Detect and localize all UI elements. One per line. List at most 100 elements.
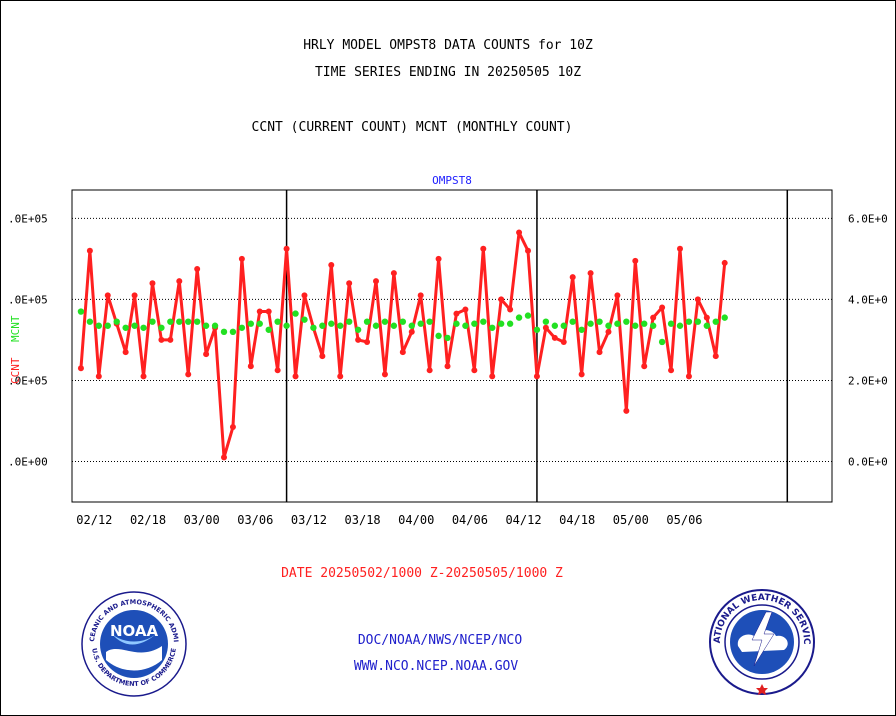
data-point-ccnt-40 [435, 255, 442, 262]
website-link[interactable]: WWW.NCO.NCEP.NOAA.GOV [353, 659, 519, 674]
org-path-label: DOC/NOAA/NWS/NCEP/NCO [357, 633, 523, 648]
data-point-ccnt-5 [122, 349, 129, 356]
data-point-mcnt-43 [462, 322, 469, 329]
data-point-mcnt-41 [444, 334, 451, 342]
data-point-mcnt-55 [569, 318, 576, 325]
data-point-mcnt-37 [408, 322, 415, 329]
data-point-mcnt-10 [167, 318, 174, 325]
data-point-mcnt-16 [220, 328, 228, 336]
noaa-logo-text: NOAA [110, 622, 159, 640]
series-line-ccnt [79, 231, 727, 459]
x-tick-label-6: 04/00 [398, 513, 434, 527]
left-tick-label-1: .0E+05 [8, 374, 48, 387]
data-point-mcnt-14 [202, 322, 210, 329]
y-axis-label-ccnt: CCNT [9, 357, 22, 384]
data-point-ccnt-44 [471, 367, 478, 374]
data-point-ccnt-20 [256, 308, 263, 315]
data-point-ccnt-2 [95, 373, 102, 380]
data-point-ccnt-46 [489, 373, 496, 380]
data-point-ccnt-42 [453, 310, 460, 317]
data-point-mcnt-13 [193, 318, 201, 325]
data-point-ccnt-0 [77, 365, 84, 372]
data-point-ccnt-67 [677, 245, 683, 252]
data-point-ccnt-61 [623, 407, 630, 414]
chart-subtitle: CCNT (CURRENT COUNT) MCNT (MONTHLY COUNT… [251, 120, 573, 135]
right-tick-label-1: 2.0E+0 [848, 374, 888, 387]
data-point-ccnt-66 [668, 367, 675, 374]
data-point-ccnt-63 [641, 363, 648, 370]
x-tick-label-4: 03/12 [291, 513, 327, 527]
data-point-mcnt-58 [596, 318, 603, 325]
data-point-ccnt-52 [542, 324, 549, 331]
data-point-mcnt-44 [471, 320, 478, 327]
data-point-ccnt-54 [560, 338, 567, 345]
data-point-mcnt-59 [605, 322, 612, 329]
data-point-mcnt-7 [140, 324, 147, 331]
x-tick-label-8: 04/12 [505, 513, 541, 527]
data-point-ccnt-60 [614, 292, 621, 299]
nws-logo-icon: NATIONAL WEATHER SERVICE [708, 588, 815, 695]
data-point-ccnt-6 [131, 292, 138, 299]
data-point-ccnt-43 [462, 306, 469, 313]
data-point-ccnt-24 [292, 373, 299, 380]
chart-title-line-2: TIME SERIES ENDING IN 20250505 10Z [314, 65, 582, 80]
x-tick-label-1: 02/18 [130, 513, 166, 527]
data-point-mcnt-39 [426, 318, 433, 325]
data-point-mcnt-62 [632, 322, 639, 329]
x-tick-label-0: 02/12 [76, 513, 112, 527]
data-point-mcnt-45 [480, 318, 487, 325]
data-point-ccnt-71 [712, 353, 719, 360]
data-point-ccnt-16 [221, 454, 227, 461]
data-point-mcnt-6 [131, 322, 138, 329]
data-point-mcnt-42 [453, 320, 460, 327]
data-point-ccnt-3 [104, 292, 111, 299]
data-point-mcnt-33 [372, 322, 380, 329]
data-point-ccnt-22 [274, 367, 281, 374]
data-point-ccnt-19 [247, 363, 254, 370]
data-point-mcnt-27 [319, 322, 326, 329]
data-point-ccnt-1 [86, 247, 93, 254]
data-point-ccnt-51 [533, 373, 540, 380]
x-tick-label-2: 03/00 [184, 513, 220, 527]
data-point-mcnt-28 [328, 320, 335, 327]
data-point-mcnt-70 [703, 322, 711, 329]
date-range-label: DATE 20250502/1000 Z-20250505/1000 Z [281, 566, 563, 581]
data-point-ccnt-30 [346, 280, 353, 287]
data-point-mcnt-9 [158, 324, 165, 331]
data-point-mcnt-5 [122, 324, 129, 331]
data-point-ccnt-29 [337, 373, 344, 380]
data-point-mcnt-21 [265, 326, 272, 333]
data-point-mcnt-65 [658, 338, 666, 346]
data-point-mcnt-17 [229, 328, 237, 336]
data-point-mcnt-72 [721, 314, 728, 321]
data-point-ccnt-21 [265, 308, 272, 315]
x-tick-label-10: 05/00 [613, 513, 649, 527]
data-point-ccnt-64 [650, 314, 657, 321]
data-point-mcnt-60 [614, 320, 621, 327]
data-point-ccnt-35 [390, 270, 397, 277]
data-point-ccnt-17 [229, 424, 236, 431]
panel-label: OMPST8 [432, 174, 472, 187]
y-axis-label-mcnt: MCNT [9, 315, 22, 342]
data-point-ccnt-55 [569, 274, 576, 281]
data-point-mcnt-35 [390, 322, 398, 329]
data-point-mcnt-61 [623, 318, 630, 325]
data-point-ccnt-57 [587, 270, 594, 277]
data-point-mcnt-18 [238, 324, 246, 331]
data-point-mcnt-40 [435, 332, 442, 340]
data-point-mcnt-4 [113, 318, 120, 325]
data-point-ccnt-12 [185, 371, 192, 378]
left-tick-label-3: .0E+05 [8, 212, 48, 225]
data-point-ccnt-32 [364, 338, 371, 345]
data-point-ccnt-47 [498, 296, 505, 303]
left-tick-label-2: .0E+05 [8, 293, 48, 306]
data-point-mcnt-12 [185, 318, 192, 325]
data-point-ccnt-72 [721, 259, 728, 266]
data-point-mcnt-34 [381, 318, 389, 325]
data-point-mcnt-3 [104, 322, 111, 329]
data-point-ccnt-45 [480, 245, 487, 252]
data-point-ccnt-48 [507, 306, 514, 313]
data-point-ccnt-34 [381, 371, 388, 378]
data-point-ccnt-69 [694, 296, 701, 303]
